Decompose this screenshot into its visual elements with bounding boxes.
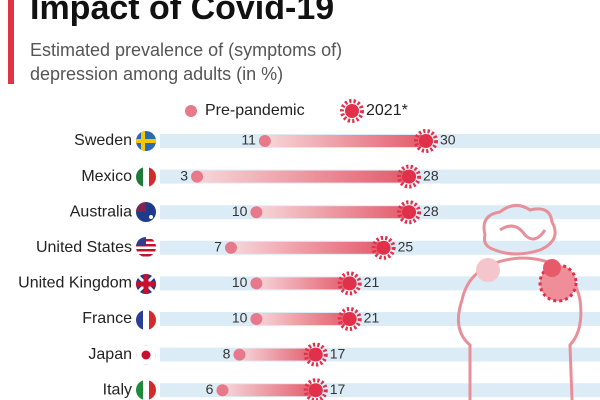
legend-label: 2021*: [366, 102, 408, 119]
value-label: 25: [398, 239, 414, 255]
virus-spikes: [303, 342, 328, 367]
rows: Sweden 11 30 Mexico 3 28 Australia 10 28 United S…: [18, 129, 600, 400]
virus-spikes: [414, 129, 438, 153]
value-label: 28: [423, 167, 439, 183]
virus-dot: [303, 342, 328, 367]
category-label: France: [82, 310, 132, 327]
virus-dot: [303, 378, 328, 400]
virus-core: [345, 104, 359, 118]
virus-spikes: [303, 378, 328, 400]
category-label: Australia: [70, 203, 132, 220]
range-bar: [264, 135, 426, 147]
value-label: 11: [241, 132, 256, 148]
category-label: Sweden: [74, 132, 132, 149]
flags: [136, 131, 156, 400]
value-label: 28: [423, 203, 439, 219]
virus-core: [342, 276, 357, 291]
value-label: 17: [330, 381, 346, 397]
virus-core: [308, 347, 323, 362]
value-label: 10: [232, 310, 248, 326]
virus-dot: [337, 307, 362, 331]
range-bar: [239, 348, 316, 361]
range-bar: [256, 206, 410, 219]
value-label: 8: [223, 345, 231, 361]
virus-dot: [337, 271, 362, 296]
pre-dot: [233, 348, 246, 361]
value-label: 10: [232, 274, 248, 290]
virus-core: [376, 240, 391, 255]
virus-core: [402, 205, 417, 220]
pre-dot: [250, 277, 263, 290]
category-label: Italy: [103, 381, 132, 398]
legend-label: Pre-pandemic: [205, 102, 305, 119]
range-bar: [222, 384, 316, 397]
value-label: 7: [214, 239, 222, 255]
row-band: [160, 312, 600, 326]
value-label: 21: [364, 310, 380, 326]
pre-dot: [258, 135, 271, 147]
illustration: [456, 204, 583, 400]
virus-dot: [397, 164, 422, 189]
range-bar: [230, 241, 384, 254]
pre-dot: [216, 384, 229, 397]
value-label: 3: [180, 167, 188, 183]
category-label: United States: [36, 239, 132, 256]
virus-dot: [340, 99, 364, 123]
chart-title: Impact of Covid-19: [30, 0, 334, 27]
category-label: Mexico: [81, 168, 132, 185]
subtitle: depression among adults (in %): [30, 64, 283, 84]
virus-core: [402, 169, 417, 184]
value-label: 17: [330, 345, 346, 361]
virus-dot: [371, 235, 396, 260]
pre-dot: [250, 206, 263, 219]
virus-spikes: [337, 271, 362, 296]
subtitle: Estimated prevalence of (symptoms of): [30, 40, 342, 60]
range-bar: [256, 277, 350, 290]
virus-dot: [414, 129, 438, 153]
row-band: [160, 276, 600, 291]
value-label: 10: [232, 203, 248, 219]
pre-dot: [191, 170, 204, 183]
pre-dot: [224, 241, 237, 254]
virus-spikes: [397, 200, 422, 225]
virus-spikes: [337, 307, 362, 331]
category-label: Japan: [88, 346, 132, 363]
value-label: 21: [364, 274, 380, 290]
range-bar: [197, 170, 410, 183]
legend-marker: [185, 105, 197, 117]
value-label: 30: [440, 132, 456, 148]
virus-core: [419, 134, 433, 148]
category-label: United Kingdom: [18, 275, 132, 292]
value-label: 6: [206, 381, 214, 397]
range-bar: [256, 313, 350, 325]
virus-spikes: [371, 235, 396, 260]
pre-dot: [250, 313, 263, 325]
virus-core: [342, 312, 357, 326]
virus-spikes: [397, 164, 422, 189]
virus-core: [308, 383, 323, 398]
accent-bar: [8, 0, 14, 84]
virus-spikes: [340, 99, 364, 123]
virus-dot: [397, 200, 422, 225]
